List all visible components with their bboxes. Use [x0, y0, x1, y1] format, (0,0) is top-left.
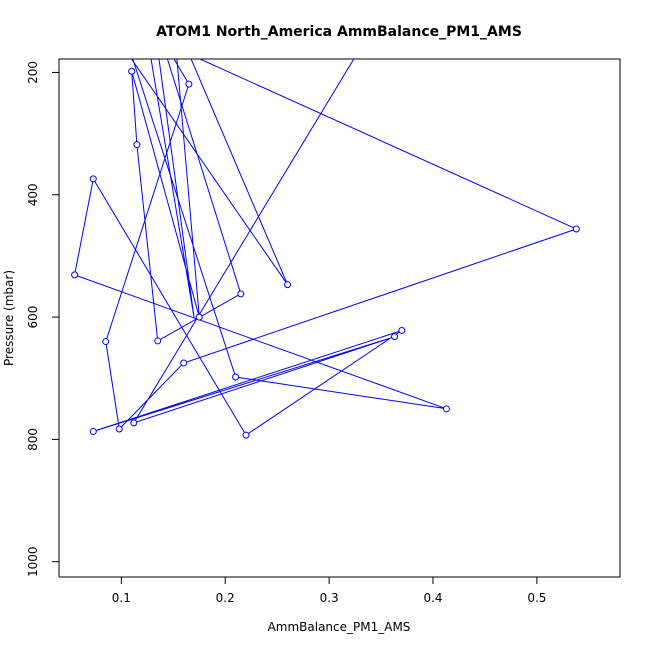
y-axis-label: Pressure (mbar): [2, 270, 16, 366]
data-point: [237, 290, 245, 298]
data-point: [284, 281, 292, 289]
series-layer: [71, 59, 580, 439]
data-point: [89, 175, 97, 183]
data-point: [180, 359, 188, 367]
data-point: [185, 80, 193, 88]
x-axis: 0.1 0.2 0.3 0.4 0.5: [112, 576, 546, 605]
chart-title: ATOM1 North_America AmmBalance_PM1_AMS: [156, 24, 522, 40]
x-tick-label: 0.2: [216, 591, 235, 605]
y-axis: 200 400 600 800 1000: [26, 61, 60, 577]
x-tick-label: 0.1: [112, 591, 131, 605]
data-point: [391, 333, 399, 341]
x-tick-label: 0.5: [527, 591, 546, 605]
data-point: [242, 431, 250, 439]
data-point: [130, 419, 138, 427]
y-tick-label: 1000: [26, 546, 40, 577]
y-tick-label: 200: [26, 61, 40, 84]
data-point: [443, 405, 451, 413]
data-point: [71, 271, 79, 279]
data-point: [398, 327, 406, 335]
x-tick-label: 0.3: [320, 591, 339, 605]
data-point: [89, 427, 97, 435]
x-axis-label: AmmBalance_PM1_AMS: [268, 620, 411, 634]
plot-frame: [58, 58, 621, 578]
y-tick-label: 800: [26, 428, 40, 451]
data-point: [572, 225, 580, 233]
series-line: [74, 59, 578, 436]
data-point: [133, 141, 141, 149]
data-point: [232, 373, 240, 381]
y-tick-label: 400: [26, 183, 40, 206]
data-point: [102, 338, 110, 346]
y-tick-label: 600: [26, 306, 40, 329]
x-tick-label: 0.4: [423, 591, 442, 605]
data-point: [115, 425, 123, 433]
data-point: [154, 337, 162, 345]
data-point: [128, 67, 136, 75]
data-point: [195, 313, 203, 321]
